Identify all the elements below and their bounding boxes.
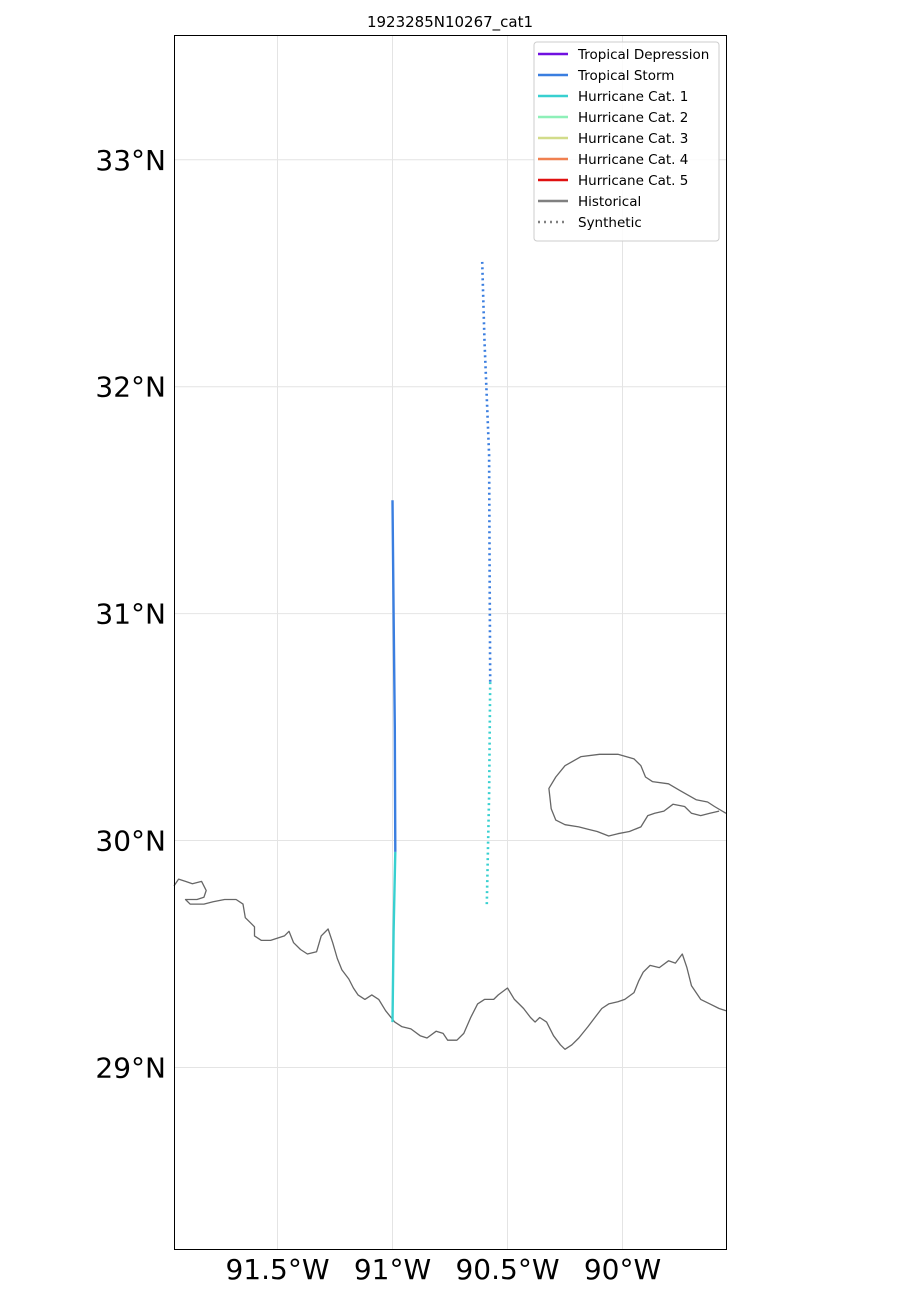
lat-tick-label: 32°N — [95, 371, 166, 404]
legend-label: Hurricane Cat. 5 — [578, 173, 688, 189]
historical-track-segment — [391, 851, 397, 1023]
legend-label: Hurricane Cat. 3 — [578, 131, 688, 147]
synthetic-track-segment — [480, 261, 492, 682]
legend-label: Hurricane Cat. 4 — [578, 152, 688, 168]
legend-label: Hurricane Cat. 2 — [578, 110, 688, 126]
synthetic-track-segment — [485, 681, 492, 905]
lat-tick-label: 33°N — [95, 144, 166, 177]
lat-tick-label: 31°N — [95, 598, 166, 631]
map-title: 1923285N10267_cat1 — [367, 13, 533, 32]
legend-label: Hurricane Cat. 1 — [578, 89, 688, 105]
lon-tick-label: 90°W — [584, 1253, 661, 1286]
legend: Tropical Depression Tropical Storm Hurrica… — [533, 41, 720, 242]
lat-tick-label: 29°N — [95, 1051, 166, 1084]
lon-tick-label: 91.5°W — [225, 1253, 329, 1286]
legend-box — [533, 41, 720, 242]
map-frame — [174, 35, 727, 1250]
coastline-path — [548, 753, 727, 837]
axis-tick-labels: 29°N 30°N 31°N 32°N 33°N 91.5°W 91°W 90.5°W 90°W — [95, 144, 661, 1286]
lat-tick-label: 30°N — [95, 825, 166, 858]
storm-tracks — [391, 261, 492, 1023]
graticule — [174, 35, 726, 1249]
coastline-path — [173, 878, 727, 1050]
legend-label: Tropical Storm — [577, 68, 674, 84]
legend-label: Synthetic — [578, 215, 642, 231]
legend-label: Historical — [578, 194, 641, 210]
historical-track-segment — [391, 500, 397, 852]
lon-tick-label: 90.5°W — [455, 1253, 559, 1286]
lon-tick-label: 91°W — [354, 1253, 431, 1286]
coastline — [173, 753, 727, 1050]
legend-label: Tropical Depression — [577, 47, 709, 63]
